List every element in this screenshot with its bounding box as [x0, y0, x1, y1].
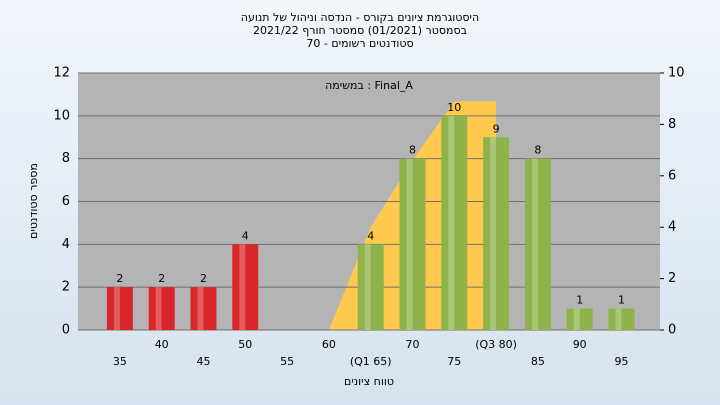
- x-tick-label: 75: [447, 355, 461, 368]
- bar-shine: [448, 115, 455, 330]
- bar: [190, 287, 217, 330]
- x-tick-label: 50: [238, 338, 252, 351]
- x-tick-label: 90: [573, 338, 587, 351]
- bar: [106, 287, 133, 330]
- bar: [524, 158, 551, 330]
- bar-shine: [573, 308, 580, 330]
- bar: [441, 115, 468, 330]
- y-tick-label: 8: [62, 151, 70, 166]
- x-tick-label: 95: [615, 355, 629, 368]
- y2-tick-label: 2: [668, 271, 676, 286]
- bar: [399, 158, 426, 330]
- bar-shine: [406, 158, 413, 330]
- y-tick-label: 12: [53, 66, 70, 81]
- title-line: סטודנטים רשומים - 70: [306, 37, 413, 50]
- y-axis-label: מספר סטודנטים: [27, 163, 40, 239]
- value-label: 4: [367, 229, 374, 242]
- y2-tick-label: 10: [668, 66, 685, 81]
- x-tick-label: 45: [197, 355, 211, 368]
- y-tick-label: 0: [62, 323, 70, 338]
- value-label: 8: [409, 144, 416, 157]
- bar-shine: [155, 287, 162, 330]
- bar-shine: [364, 244, 371, 330]
- value-label: 8: [534, 144, 541, 157]
- bar: [357, 244, 384, 330]
- bar-shine: [113, 287, 120, 330]
- x-tick-label: (Q1 65): [350, 355, 392, 368]
- title-line: בסמסטר (01/2021) סמסטר חורף 2021/22: [253, 24, 467, 37]
- bar-shine: [490, 137, 497, 330]
- y-tick-label: 2: [62, 280, 70, 295]
- x-tick-label: 70: [406, 338, 420, 351]
- value-label: 4: [242, 229, 249, 242]
- title-line: היסטוגרמת ציונים בקורס - הנדסה וניהול של…: [241, 11, 479, 24]
- value-label: 1: [576, 294, 583, 307]
- bar: [483, 137, 510, 330]
- y2-tick-label: 0: [668, 323, 676, 338]
- x-axis-label: טווח ציונים: [344, 375, 394, 388]
- y-tick-label: 4: [62, 237, 70, 252]
- value-label: 9: [493, 122, 500, 135]
- y2-tick-label: 8: [668, 117, 676, 132]
- bar-shine: [531, 158, 538, 330]
- x-tick-label: (Q3 80): [475, 338, 517, 351]
- x-tick-label: 85: [531, 355, 545, 368]
- value-label: 2: [158, 272, 165, 285]
- value-label: 1: [618, 294, 625, 307]
- annotation: במשימה : Final_A: [325, 79, 413, 92]
- x-tick-label: 40: [155, 338, 169, 351]
- x-tick-label: 35: [113, 355, 127, 368]
- bar-shine: [197, 287, 204, 330]
- bar-shine: [615, 308, 622, 330]
- y2-tick-label: 6: [668, 168, 676, 183]
- y-tick-label: 6: [62, 194, 70, 209]
- x-tick-label: 55: [280, 355, 294, 368]
- bar: [566, 308, 593, 330]
- y-tick-label: 10: [53, 108, 70, 123]
- bar: [148, 287, 175, 330]
- x-tick-label: 60: [322, 338, 336, 351]
- value-label: 10: [447, 101, 461, 114]
- bar-shine: [239, 244, 246, 330]
- bar: [608, 308, 635, 330]
- y2-tick-label: 4: [668, 220, 676, 235]
- value-label: 2: [200, 272, 207, 285]
- bar: [232, 244, 259, 330]
- value-label: 2: [116, 272, 123, 285]
